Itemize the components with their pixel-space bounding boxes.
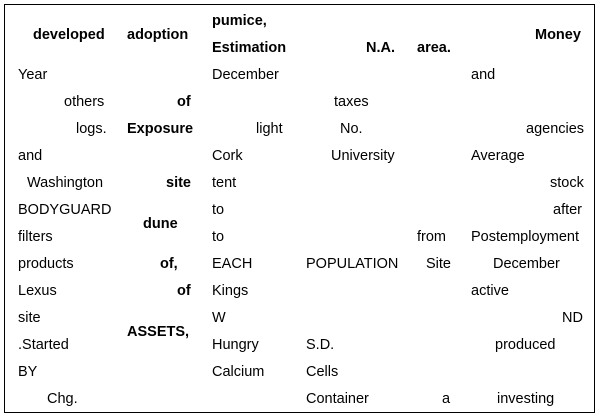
col-6-cell: active xyxy=(471,283,509,299)
col-1-cell: Lexus xyxy=(18,283,57,299)
col-6-cell: investing xyxy=(497,391,555,407)
col-2-cell: of, xyxy=(160,256,178,272)
col-4-cell: S.D. xyxy=(306,337,335,353)
col-3-cell: Kings xyxy=(212,283,249,299)
col-2-cell: of xyxy=(177,94,191,110)
col-3-cell: December xyxy=(212,67,279,83)
col-1-cell: Washington xyxy=(27,175,104,191)
col-5-cell: Site xyxy=(426,256,451,272)
col-1-cell: filters xyxy=(18,229,53,245)
col-1-cell: others xyxy=(64,94,105,110)
col-3-cell: light xyxy=(256,121,283,137)
col-6-cell: and xyxy=(471,67,496,83)
col-6-cell: Postemployment xyxy=(471,229,579,245)
col-1-cell: Chg. xyxy=(47,391,78,407)
col-5-cell: a xyxy=(442,391,451,407)
header-col-2: adoption xyxy=(127,27,189,43)
header-col-6: Money xyxy=(535,27,581,43)
col-1-cell: products xyxy=(18,256,74,272)
col-6-cell: December xyxy=(493,256,560,272)
col-4-cell: University xyxy=(331,148,395,164)
col-6-cell: produced xyxy=(495,337,556,353)
header-col-3-line2: Estimation xyxy=(212,40,287,56)
col-6-cell: agencies xyxy=(526,121,585,137)
col-1-cell: and xyxy=(18,148,43,164)
col-1-cell: BY xyxy=(18,364,38,380)
col-2-cell: of xyxy=(177,283,191,299)
header-col-4: N.A. xyxy=(366,40,395,56)
col-6-cell: after xyxy=(553,202,583,218)
col-3-cell: W xyxy=(212,310,226,326)
col-1-cell: logs. xyxy=(76,121,107,137)
document-table: developed adoption pumice, Estimation N.… xyxy=(4,4,595,413)
col-5-cell: from xyxy=(417,229,446,245)
col-2-cell: Exposure xyxy=(127,121,194,137)
header-col-3-line1: pumice, xyxy=(212,13,267,29)
col-1-cell: Year xyxy=(18,67,48,83)
col-4-cell: Container xyxy=(306,391,369,407)
col-3-cell: Calcium xyxy=(212,364,265,380)
col-2-cell: dune xyxy=(143,216,178,232)
col-3-cell: Hungry xyxy=(212,337,259,353)
col-2-cell: site xyxy=(166,175,191,191)
col-2-cell: ASSETS, xyxy=(127,324,190,340)
header-col-5: area. xyxy=(417,40,451,56)
col-3-cell: EACH xyxy=(212,256,253,272)
col-3-cell: to xyxy=(212,202,225,218)
col-4-cell: POPULATION xyxy=(306,256,399,272)
col-1-cell: site xyxy=(18,310,41,326)
col-4-cell: No. xyxy=(340,121,363,137)
col-4-cell: Cells xyxy=(306,364,339,380)
header-col-1: developed xyxy=(33,27,105,43)
col-1-cell: .Started xyxy=(18,337,69,353)
col-3-cell: Cork xyxy=(212,148,243,164)
col-6-cell: Average xyxy=(471,148,525,164)
col-3-cell: tent xyxy=(212,175,237,191)
col-1-cell: BODYGUARD xyxy=(18,202,112,218)
col-3-cell: to xyxy=(212,229,225,245)
col-6-cell: stock xyxy=(550,175,584,191)
col-6-cell: ND xyxy=(562,310,583,326)
col-4-cell: taxes xyxy=(334,94,369,110)
